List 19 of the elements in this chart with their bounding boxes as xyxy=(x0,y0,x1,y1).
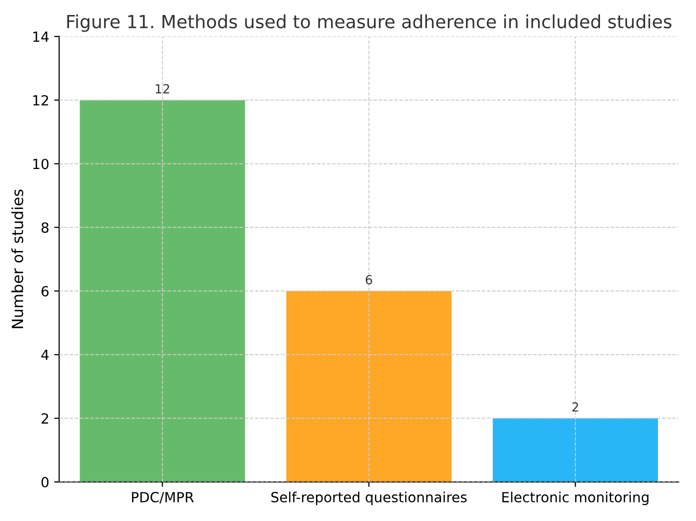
x-tick-label: PDC/MPR xyxy=(132,492,194,504)
y-tick-label: 10 xyxy=(33,158,49,170)
data-label: 2 xyxy=(572,402,578,412)
bar xyxy=(286,291,452,482)
x-tick-label: Self-reported questionnaires xyxy=(271,492,467,506)
y-tick-label: 0 xyxy=(42,476,49,488)
y-tick-label: 6 xyxy=(42,286,49,296)
y-tick-label: 8 xyxy=(42,222,48,233)
bar xyxy=(492,418,658,482)
bar xyxy=(80,100,245,482)
y-tick-label: 12 xyxy=(33,95,48,106)
y-axis-title: Number of studies xyxy=(11,190,24,328)
x-tick-label: Electronic monitoring xyxy=(502,492,648,506)
data-label: 12 xyxy=(156,84,170,94)
y-tick-label: 4 xyxy=(41,350,49,360)
y-tick-label: 14 xyxy=(33,32,49,42)
data-label: 6 xyxy=(366,274,372,284)
y-tick-label: 2 xyxy=(42,413,48,424)
chart-title: Figure 11. Methods used to measure adherence in included studies xyxy=(67,14,672,32)
